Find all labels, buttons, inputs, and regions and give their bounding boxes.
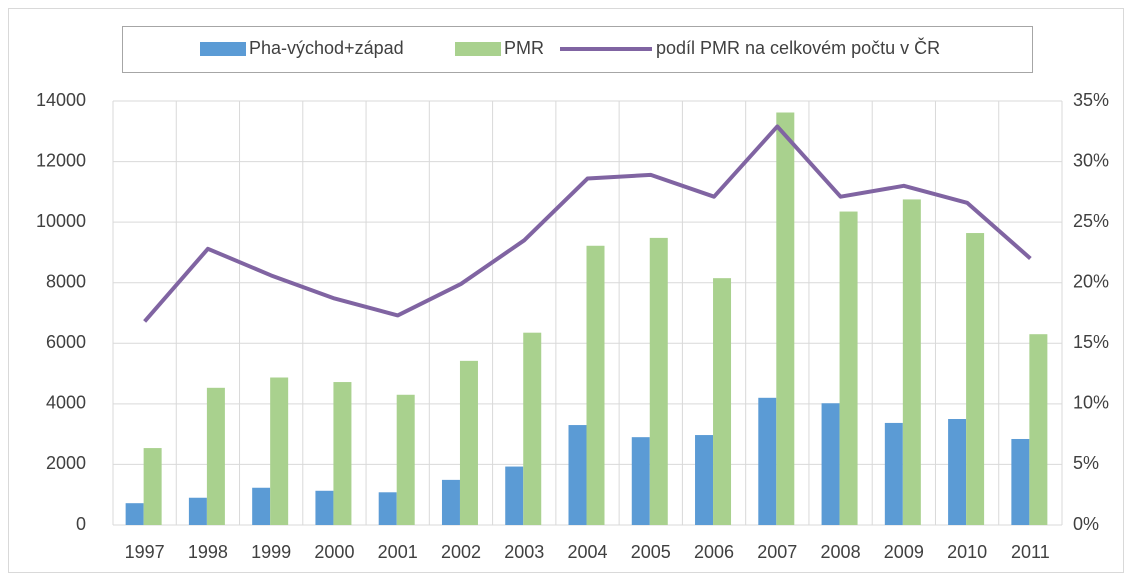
bar — [821, 403, 840, 525]
x-tick-label: 1997 — [125, 542, 165, 562]
bar — [631, 437, 650, 525]
x-tick-label: 2001 — [378, 542, 418, 562]
bar — [270, 377, 289, 525]
y2-tick-label: 5% — [1073, 453, 1099, 473]
y2-tick-label: 15% — [1073, 332, 1109, 352]
bar — [902, 199, 921, 525]
y2-tick-label: 10% — [1073, 393, 1109, 413]
x-tick-label: 2010 — [947, 542, 987, 562]
y2-tick-label: 0% — [1073, 514, 1099, 534]
line — [143, 124, 1032, 323]
bar — [1011, 438, 1030, 525]
bar — [695, 435, 714, 525]
bar — [568, 425, 587, 525]
bar — [188, 497, 207, 525]
bar — [1029, 334, 1048, 525]
bar — [505, 466, 524, 525]
y-tick-label: 12000 — [36, 150, 86, 170]
bar — [758, 397, 777, 525]
x-tick-label: 2007 — [757, 542, 797, 562]
x-tick-label: 2008 — [821, 542, 861, 562]
y-tick-label: 4000 — [46, 393, 86, 413]
x-tick-label: 2011 — [1011, 542, 1050, 562]
x-tick-label: 2002 — [441, 542, 481, 562]
bar — [125, 503, 144, 525]
y-tick-label: 0 — [76, 514, 86, 534]
bar — [523, 332, 542, 525]
bar — [333, 382, 352, 525]
legend-label: Pha-východ+západ — [249, 38, 404, 58]
bar — [586, 245, 605, 525]
y-tick-label: 2000 — [46, 453, 86, 473]
bar — [948, 419, 967, 525]
y2-tick-label: 20% — [1073, 271, 1109, 291]
y-tick-label: 10000 — [36, 211, 86, 231]
bar — [441, 479, 460, 525]
bar — [252, 487, 271, 525]
bar — [143, 448, 162, 525]
bar — [206, 387, 225, 525]
x-tick-label: 2004 — [567, 542, 607, 562]
x-tick-label: 2009 — [884, 542, 924, 562]
x-tick-label: 2005 — [631, 542, 671, 562]
bar — [649, 237, 668, 526]
y2-tick-label: 25% — [1073, 211, 1109, 231]
bar — [396, 394, 415, 525]
x-tick-label: 1998 — [188, 542, 228, 562]
y2-tick-label: 35% — [1073, 90, 1109, 110]
x-tick-label: 2006 — [694, 542, 734, 562]
legend-swatch — [455, 42, 501, 56]
bar — [459, 360, 478, 525]
legend-label: podíl PMR na celkovém počtu v ČR — [656, 37, 940, 58]
y-tick-label: 8000 — [46, 271, 86, 291]
bar — [713, 278, 732, 525]
legend-label: PMR — [504, 38, 544, 58]
bar — [378, 492, 397, 525]
x-tick-label: 2000 — [314, 542, 354, 562]
x-tick-label: 2003 — [504, 542, 544, 562]
x-tick-label: 1999 — [251, 542, 291, 562]
bar — [776, 112, 795, 525]
y2-tick-label: 30% — [1073, 150, 1109, 170]
bar — [315, 490, 334, 525]
bar — [884, 422, 903, 525]
legend-swatch — [200, 42, 246, 56]
bar — [966, 233, 985, 525]
y-tick-label: 14000 — [36, 90, 86, 110]
y-tick-label: 6000 — [46, 332, 86, 352]
bar — [839, 211, 858, 526]
chart-frame — [8, 8, 1124, 573]
